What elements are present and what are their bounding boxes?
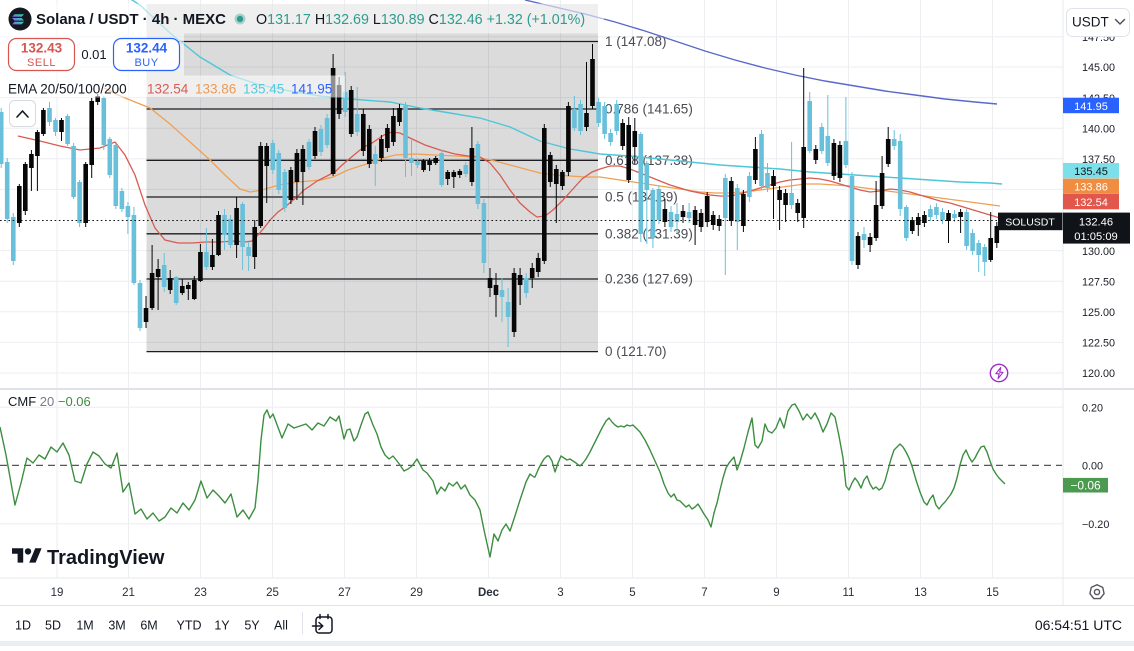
svg-text:0.236 (127.69): 0.236 (127.69) xyxy=(605,272,693,287)
svg-text:EMA 20/50/100/200: EMA 20/50/100/200 xyxy=(8,82,127,97)
svg-text:135.45: 135.45 xyxy=(243,82,284,97)
svg-text:141.95: 141.95 xyxy=(1074,101,1108,113)
svg-text:SOLUSDT: SOLUSDT xyxy=(1005,216,1055,228)
svg-text:0.20: 0.20 xyxy=(1082,402,1103,414)
svg-text:29: 29 xyxy=(410,587,423,599)
svg-text:19: 19 xyxy=(51,587,64,599)
svg-text:Solana / USDT · 4h · MEXC: Solana / USDT · 4h · MEXC xyxy=(36,11,226,28)
svg-text:YTD: YTD xyxy=(177,619,202,633)
svg-text:122.50: 122.50 xyxy=(1082,338,1115,350)
svg-text:0.00: 0.00 xyxy=(1082,461,1103,473)
svg-text:125.00: 125.00 xyxy=(1082,307,1115,319)
svg-text:13: 13 xyxy=(914,587,927,599)
svg-text:130.00: 130.00 xyxy=(1082,246,1115,258)
svg-text:6M: 6M xyxy=(140,619,157,633)
svg-text:0.786 (141.65): 0.786 (141.65) xyxy=(605,102,693,117)
svg-text:0.382 (131.39): 0.382 (131.39) xyxy=(605,226,693,241)
svg-text:5: 5 xyxy=(629,587,635,599)
svg-text:5Y: 5Y xyxy=(244,619,260,633)
svg-text:9: 9 xyxy=(773,587,779,599)
svg-text:TradingView: TradingView xyxy=(47,547,165,569)
svg-text:3: 3 xyxy=(557,587,563,599)
svg-text:BUY: BUY xyxy=(134,57,158,69)
svg-text:133.86: 133.86 xyxy=(1074,182,1108,194)
svg-text:0.01: 0.01 xyxy=(81,47,106,62)
svg-text:−0.06: −0.06 xyxy=(1070,479,1101,493)
svg-text:120.00: 120.00 xyxy=(1082,368,1115,380)
svg-text:USDT: USDT xyxy=(1072,15,1109,30)
svg-text:135.45: 135.45 xyxy=(1074,166,1108,178)
svg-text:1Y: 1Y xyxy=(214,619,230,633)
svg-text:145.00: 145.00 xyxy=(1082,62,1115,74)
svg-text:3M: 3M xyxy=(108,619,125,633)
svg-text:27: 27 xyxy=(338,587,351,599)
svg-text:132.44: 132.44 xyxy=(126,41,168,56)
svg-text:1D: 1D xyxy=(15,619,31,633)
svg-text:01:05:09: 01:05:09 xyxy=(1074,231,1118,243)
svg-text:132.54: 132.54 xyxy=(1074,197,1108,209)
svg-text:141.95: 141.95 xyxy=(291,82,332,97)
svg-text:5D: 5D xyxy=(45,619,61,633)
svg-text:133.86: 133.86 xyxy=(195,82,236,97)
svg-text:1M: 1M xyxy=(76,619,93,633)
svg-text:132.54: 132.54 xyxy=(147,82,189,97)
svg-text:21: 21 xyxy=(122,587,135,599)
svg-text:CMF 20 −0.06: CMF 20 −0.06 xyxy=(8,394,91,409)
svg-text:25: 25 xyxy=(266,587,279,599)
svg-text:140.00: 140.00 xyxy=(1082,123,1115,135)
svg-text:11: 11 xyxy=(843,587,855,599)
svg-text:132.43: 132.43 xyxy=(21,41,63,56)
svg-text:All: All xyxy=(274,619,288,633)
svg-text:132.46: 132.46 xyxy=(1079,217,1113,229)
svg-text:1 (147.08): 1 (147.08) xyxy=(605,34,667,49)
svg-text:06:54:51 UTC: 06:54:51 UTC xyxy=(1035,617,1122,633)
svg-text:15: 15 xyxy=(986,587,999,599)
svg-text:O131.17 H132.69 L130.89 C132.4: O131.17 H132.69 L130.89 C132.46 +1.32 (+… xyxy=(256,12,585,28)
svg-text:SELL: SELL xyxy=(27,57,56,69)
svg-text:7: 7 xyxy=(701,587,707,599)
svg-text:23: 23 xyxy=(194,587,207,599)
svg-text:127.50: 127.50 xyxy=(1082,276,1115,288)
svg-text:Dec: Dec xyxy=(478,587,500,599)
svg-text:−0.20: −0.20 xyxy=(1082,519,1109,531)
svg-text:0 (121.70): 0 (121.70) xyxy=(605,344,667,359)
